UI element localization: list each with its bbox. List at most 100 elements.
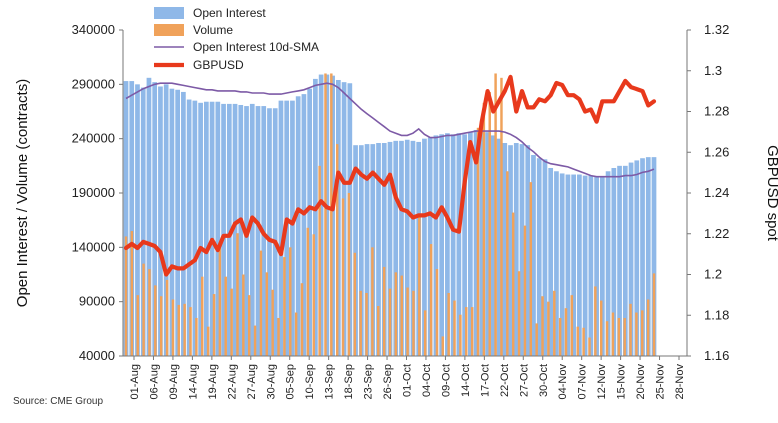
x-tick-label: 20-Nov bbox=[635, 364, 647, 400]
open-interest-bar bbox=[422, 138, 427, 356]
open-interest-bar bbox=[445, 133, 450, 356]
volume-bar bbox=[623, 317, 626, 356]
volume-bar bbox=[588, 337, 591, 356]
open-interest-bar bbox=[123, 81, 129, 356]
volume-bar bbox=[611, 312, 615, 356]
volume-bar bbox=[617, 317, 621, 356]
volume-bar bbox=[635, 312, 638, 356]
x-tick-label: 14-Aug bbox=[187, 364, 199, 399]
y-right-tick-label: 1.16 bbox=[704, 348, 729, 363]
volume-bar bbox=[171, 299, 175, 356]
open-interest-bar bbox=[290, 100, 295, 356]
y-left-tick-label: 40000 bbox=[79, 348, 115, 363]
volume-bar bbox=[412, 290, 415, 356]
volume-bar bbox=[646, 299, 650, 356]
x-tick-label: 14-Oct bbox=[460, 364, 472, 397]
volume-bar bbox=[435, 269, 439, 356]
x-tick-label: 30-Aug bbox=[265, 364, 277, 399]
volume-bar bbox=[453, 300, 456, 356]
open-interest-bar bbox=[307, 88, 313, 357]
volume-bar bbox=[347, 193, 351, 356]
volume-bar bbox=[447, 292, 450, 356]
open-interest-bar bbox=[611, 168, 617, 356]
y-right-tick-label: 1.18 bbox=[704, 307, 729, 322]
open-interest-bar bbox=[301, 94, 307, 356]
x-tick-label: 30-Oct bbox=[538, 364, 550, 397]
x-tick-label: 25-Nov bbox=[655, 364, 667, 400]
volume-bar bbox=[124, 236, 128, 356]
volume-bar bbox=[359, 290, 362, 356]
volume-bar bbox=[148, 269, 151, 356]
volume-bar bbox=[576, 326, 579, 356]
y-left-tick-label: 240000 bbox=[72, 131, 115, 146]
volume-bar bbox=[195, 317, 198, 356]
x-tick-label: 10-Sep bbox=[304, 364, 316, 399]
volume-bar bbox=[382, 266, 386, 356]
open-interest-bar bbox=[221, 103, 226, 356]
open-interest-bar bbox=[404, 139, 410, 356]
volume-bar bbox=[641, 310, 644, 356]
volume-bars bbox=[124, 73, 656, 357]
volume-bar bbox=[183, 303, 186, 356]
volume-bar bbox=[394, 272, 398, 356]
volume-bar bbox=[423, 310, 427, 356]
volume-bar bbox=[335, 144, 339, 356]
y-right-tick-label: 1.26 bbox=[704, 144, 729, 159]
volume-bar bbox=[353, 252, 357, 356]
x-tick-label: 19-Aug bbox=[207, 364, 219, 399]
open-interest-bar bbox=[640, 158, 645, 356]
open-interest-bar bbox=[542, 159, 548, 356]
volume-bar bbox=[494, 73, 497, 356]
x-tick-label: 28-Nov bbox=[674, 364, 686, 400]
open-interest-bar bbox=[577, 174, 582, 356]
volume-bar bbox=[283, 257, 286, 356]
volume-bar bbox=[159, 296, 163, 356]
y-left-tick-label: 190000 bbox=[72, 185, 115, 200]
open-interest-bar bbox=[554, 171, 559, 356]
open-interest-bar bbox=[410, 140, 416, 356]
volume-bar bbox=[529, 182, 533, 356]
open-interest-bar bbox=[490, 135, 496, 356]
y-axis-left-ticks: 340000 290000 240000 190000 140000 90000 40000 bbox=[72, 22, 123, 363]
volume-bar bbox=[341, 198, 345, 356]
volume-bar bbox=[441, 336, 445, 356]
legend-label: GBPUSD bbox=[193, 58, 244, 72]
open-interest-bar bbox=[152, 82, 158, 356]
volume-bar bbox=[259, 250, 263, 356]
open-interest-bar bbox=[135, 84, 140, 356]
open-interest-bar bbox=[249, 103, 255, 356]
open-interest-bar bbox=[358, 145, 364, 356]
open-interest-bar bbox=[565, 174, 571, 356]
volume-bar bbox=[470, 307, 474, 356]
volume-bar bbox=[289, 247, 292, 356]
x-tick-label: 07-Nov bbox=[577, 364, 589, 400]
volume-bar bbox=[500, 77, 503, 357]
open-interest-bar bbox=[318, 74, 324, 356]
open-interest-bar bbox=[651, 157, 657, 356]
x-tick-label: 12-Nov bbox=[596, 364, 608, 400]
volume-bar bbox=[564, 308, 568, 356]
volume-bar bbox=[599, 300, 603, 356]
volume-bar bbox=[136, 295, 139, 356]
volume-bar bbox=[154, 285, 157, 356]
open-interest-bar bbox=[433, 135, 439, 356]
open-interest-bar bbox=[399, 140, 404, 356]
open-interest-bar bbox=[186, 99, 192, 357]
x-tick-label: 09-Aug bbox=[168, 364, 180, 399]
volume-bar bbox=[541, 296, 544, 356]
open-interest-bar bbox=[238, 104, 244, 356]
volume-bar bbox=[224, 276, 227, 356]
volume-bar bbox=[277, 317, 280, 356]
volume-bar bbox=[400, 275, 403, 356]
volume-bar bbox=[206, 326, 210, 356]
y-left-tick-label: 290000 bbox=[72, 76, 115, 91]
open-interest-bar bbox=[628, 162, 634, 356]
open-interest-bar bbox=[519, 144, 525, 356]
open-interest-bar bbox=[215, 101, 221, 356]
open-interest-bar bbox=[330, 75, 335, 356]
x-tick-label: 01-Aug bbox=[129, 364, 141, 399]
open-interest-bar bbox=[267, 108, 272, 357]
x-tick-label: 15-Nov bbox=[616, 364, 628, 400]
volume-bar bbox=[218, 241, 222, 356]
